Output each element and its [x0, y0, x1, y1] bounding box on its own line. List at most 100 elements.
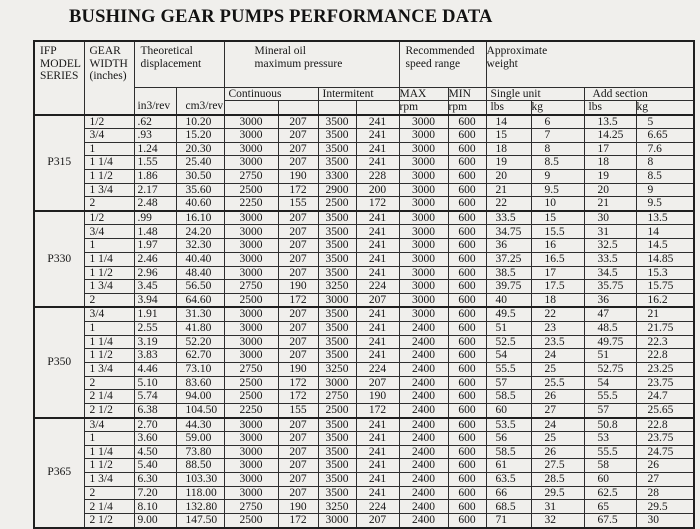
lbs-single-cell: 15: [485, 128, 532, 143]
kg-add-cell: 22.8: [635, 348, 695, 363]
gear-width-cell: 1 3/4: [83, 361, 135, 377]
kg-single-cell: 16: [530, 238, 585, 253]
header-line: displacement: [140, 57, 202, 70]
bar-intermitent-cell: 241: [355, 431, 400, 446]
gear-width-cell: 1: [83, 141, 135, 157]
psi-intermitent-cell: 3250: [317, 279, 357, 294]
max-rpm-cell: 2400: [398, 485, 449, 501]
cm3-rev-cell: 16.10: [175, 209, 225, 226]
gear-width-cell: 3/4: [83, 306, 135, 322]
bar-intermitent-cell: 241: [355, 113, 400, 129]
kg-add-cell: 14: [635, 224, 695, 240]
header-line: Theoretical: [140, 45, 193, 57]
table-row: 1 1/4 3.19 52.20 3000 207 3500 241 2400 600 52.5 2…: [34, 334, 695, 350]
lbs-add-cell: 34.5: [583, 265, 637, 281]
max-rpm-cell: 3000: [398, 292, 449, 308]
lbs-single-cell: 22: [485, 196, 532, 212]
max-rpm-cell: 2400: [398, 416, 449, 432]
bar-continuous-cell: 207: [277, 238, 319, 253]
lbs-add-cell: 55.5: [583, 444, 637, 460]
psi-intermitent-cell: 3500: [317, 265, 357, 281]
lbs-single-cell: 58.5: [485, 389, 532, 404]
psi-intermitent-cell: 2900: [317, 182, 357, 198]
lbs-single-cell: 56: [485, 431, 532, 446]
kg-single-cell: 26: [530, 389, 585, 404]
header-line: maximum pressure: [254, 57, 343, 70]
max-rpm-cell: 2400: [398, 472, 449, 487]
in3-rev-cell: 3.45: [133, 279, 177, 294]
table-row: P330 1/2.99 16.10 3000 207 3500 241 3000 600 33.5…: [33, 209, 695, 308]
psi-continuous-cell: 3000: [223, 128, 279, 143]
min-rpm-cell: 600: [447, 320, 487, 336]
min-rpm-cell: 600: [447, 416, 487, 432]
table-row: 2 2.48 40.60 2250 155 2500 172 3000 600 22 10 21 9.5: [34, 196, 695, 212]
kg-single-cell: 24: [530, 416, 585, 432]
psi-continuous-cell: 2500: [223, 389, 279, 404]
table-row: 1 1/4 1.55 25.40 3000 207 3500 241 3000 600 19 8.5…: [34, 155, 695, 171]
kg-single-cell: 23: [530, 320, 585, 336]
table-row: 1 1/2 2.96 48.40 3000 207 3500 241 3000 600 38.5 1…: [34, 265, 695, 281]
lbs-single-cell: 63.5: [485, 472, 532, 487]
max-rpm-cell: 2400: [398, 320, 449, 336]
psi-continuous-cell: 3000: [223, 113, 279, 129]
kg-single-cell: 23.5: [530, 334, 585, 350]
table-row: 1 1/4 4.50 73.80 3000 207 3500 241 2400 600 58.5 2…: [34, 444, 695, 460]
header-line: SERIES: [40, 70, 79, 82]
header-kg-add: kg: [635, 100, 695, 116]
gear-width-cell: 3/4: [83, 416, 135, 432]
min-rpm-cell: 600: [447, 128, 487, 143]
min-rpm-cell: 600: [447, 472, 487, 487]
gear-width-cell: 2: [83, 196, 135, 212]
table-row: 1 1.24 20.30 3000 207 3500 241 3000 600 18 8 17 7.6: [34, 141, 695, 157]
psi-intermitent-cell: 3500: [317, 416, 357, 432]
gear-width-cell: 1/2: [83, 113, 135, 129]
min-rpm-cell: 600: [447, 209, 487, 226]
lbs-add-cell: 47: [583, 306, 637, 322]
cm3-rev-cell: 104.50: [175, 403, 225, 418]
bar-continuous-cell: 207: [277, 416, 319, 432]
min-rpm-cell: 600: [447, 389, 487, 404]
header-gear-width: GEAR WIDTH (inches): [83, 40, 135, 115]
psi-continuous-cell: 3000: [223, 155, 279, 171]
min-rpm-cell: 600: [447, 182, 487, 198]
kg-single-cell: 18: [530, 292, 585, 308]
psi-intermitent-cell: 3500: [317, 458, 357, 474]
kg-add-cell: 21.75: [635, 320, 695, 336]
gear-width-cell: 1 1/4: [83, 444, 135, 460]
psi-intermitent-cell: 3500: [317, 141, 357, 157]
page-title: BUSHING GEAR PUMPS PERFORMANCE DATA: [69, 7, 493, 27]
model-series-cell: P350: [33, 306, 85, 419]
in3-rev-cell: 3.83: [133, 348, 177, 363]
gear-width-cell: 1 1/2: [83, 458, 135, 474]
bar-continuous-cell: 155: [277, 403, 319, 418]
min-rpm-cell: 600: [447, 444, 487, 460]
header-row-units: rpm rpm lbs kg lbs kg: [34, 100, 695, 116]
header-model-series: IFP MODEL SERIES: [33, 40, 85, 115]
header-approximate-weight: Approximate weight: [485, 40, 695, 88]
kg-add-cell: 29.5: [635, 499, 695, 515]
max-rpm-cell: 3000: [398, 306, 449, 322]
cm3-rev-cell: 31.30: [175, 306, 225, 322]
gear-width-cell: 2: [83, 485, 135, 501]
lbs-single-cell: 40: [485, 292, 532, 308]
in3-rev-cell: 1.97: [133, 238, 177, 253]
kg-add-cell: 21: [635, 306, 695, 322]
psi-continuous-cell: 2750: [223, 169, 279, 184]
psi-intermitent-cell: 3500: [317, 155, 357, 171]
kg-add-cell: 14.5: [635, 238, 695, 253]
cm3-rev-cell: 40.40: [175, 251, 225, 267]
cm3-rev-cell: 73.10: [175, 361, 225, 377]
kg-add-cell: 23.75: [635, 375, 695, 391]
max-rpm-cell: 3000: [398, 265, 449, 281]
in3-rev-cell: 6.30: [133, 472, 177, 487]
bar-continuous-cell: 155: [277, 196, 319, 212]
bar-intermitent-cell: 241: [355, 306, 400, 322]
bar-continuous-cell: 207: [277, 485, 319, 501]
gear-width-cell: 1: [83, 238, 135, 253]
cm3-rev-cell: 24.20: [175, 224, 225, 240]
bar-continuous-cell: 207: [277, 113, 319, 129]
psi-intermitent-cell: 3500: [317, 128, 357, 143]
gear-width-cell: 2 1/4: [83, 499, 135, 515]
header-line: Mineral oil: [254, 45, 306, 57]
cm3-rev-cell: 48.40: [175, 265, 225, 281]
